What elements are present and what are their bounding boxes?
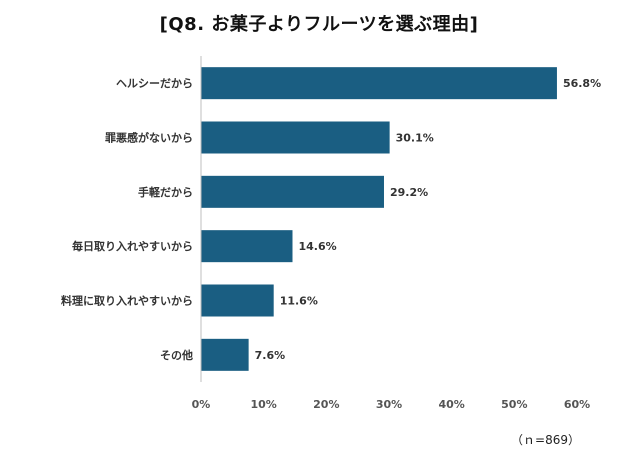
sample-size-note: （ｎ=869） [511, 433, 580, 447]
x-tick-label: 0% [192, 398, 211, 411]
x-tick-label: 30% [376, 398, 402, 411]
x-tick-label: 50% [501, 398, 527, 411]
x-tick-label: 40% [438, 398, 464, 411]
category-label: 毎日取り入れやすいから [72, 239, 193, 253]
bar [201, 175, 384, 208]
value-label: 11.6% [280, 295, 318, 308]
value-label: 7.6% [255, 349, 286, 362]
value-label: 56.8% [563, 77, 601, 90]
x-tick-label: 10% [250, 398, 276, 411]
category-label: その他 [160, 348, 193, 362]
bar [201, 338, 249, 371]
category-label: 罪悪感がないから [105, 131, 193, 145]
x-tick-label: 60% [564, 398, 590, 411]
bar [201, 230, 293, 263]
x-tick-label: 20% [313, 398, 339, 411]
value-label: 30.1% [396, 132, 434, 145]
chart-title: [Q8. お菓子よりフルーツを選ぶ理由] [159, 14, 479, 35]
category-label: 料理に取り入れやすいから [61, 294, 193, 308]
bar [201, 284, 274, 317]
bar [201, 121, 390, 154]
category-label: ヘルシーだから [116, 77, 193, 90]
bar [201, 67, 557, 100]
value-label: 29.2% [390, 186, 428, 199]
value-label: 14.6% [298, 240, 336, 253]
category-label: 手軽だから [138, 185, 193, 199]
